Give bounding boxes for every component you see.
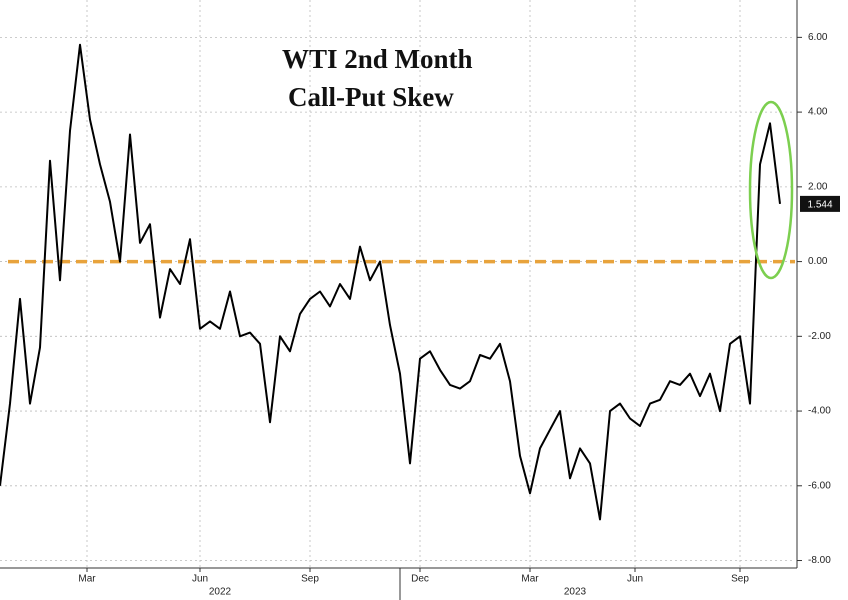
y-tick-label: 2.00 <box>808 181 828 192</box>
y-tick-label: 4.00 <box>808 107 828 118</box>
chart-title: WTI 2nd Month <box>282 44 473 74</box>
x-tick-label: Jun <box>627 574 643 585</box>
labels: 6.00 4.00 2.00 0.00 -2.00 -4.00 -6.00 -8.00 Mar J… <box>78 32 840 598</box>
x-tick-label: Mar <box>78 574 96 585</box>
x-tick-label: Jun <box>192 574 208 585</box>
y-tick-label: 6.00 <box>808 32 828 43</box>
chart-title: Call-Put Skew <box>288 82 454 112</box>
x-tick-label: Sep <box>301 574 319 585</box>
year-label: 2023 <box>564 587 587 598</box>
data-line <box>0 43 781 521</box>
x-tick-label: Dec <box>411 574 429 585</box>
y-tick-label: -8.00 <box>808 555 831 566</box>
last-value-label: 1.544 <box>807 200 832 211</box>
last-value-flag <box>800 195 840 212</box>
highlight-ellipse <box>748 100 794 280</box>
y-tick-label: 0.00 <box>808 256 828 267</box>
x-tick-label: Mar <box>521 574 539 585</box>
x-tick-label: Sep <box>731 574 749 585</box>
marks <box>0 43 795 521</box>
y-tick-label: -2.00 <box>808 331 831 342</box>
y-tick-label: -4.00 <box>808 406 831 417</box>
y-tick-label: -6.00 <box>808 480 831 491</box>
year-label: 2022 <box>209 587 232 598</box>
